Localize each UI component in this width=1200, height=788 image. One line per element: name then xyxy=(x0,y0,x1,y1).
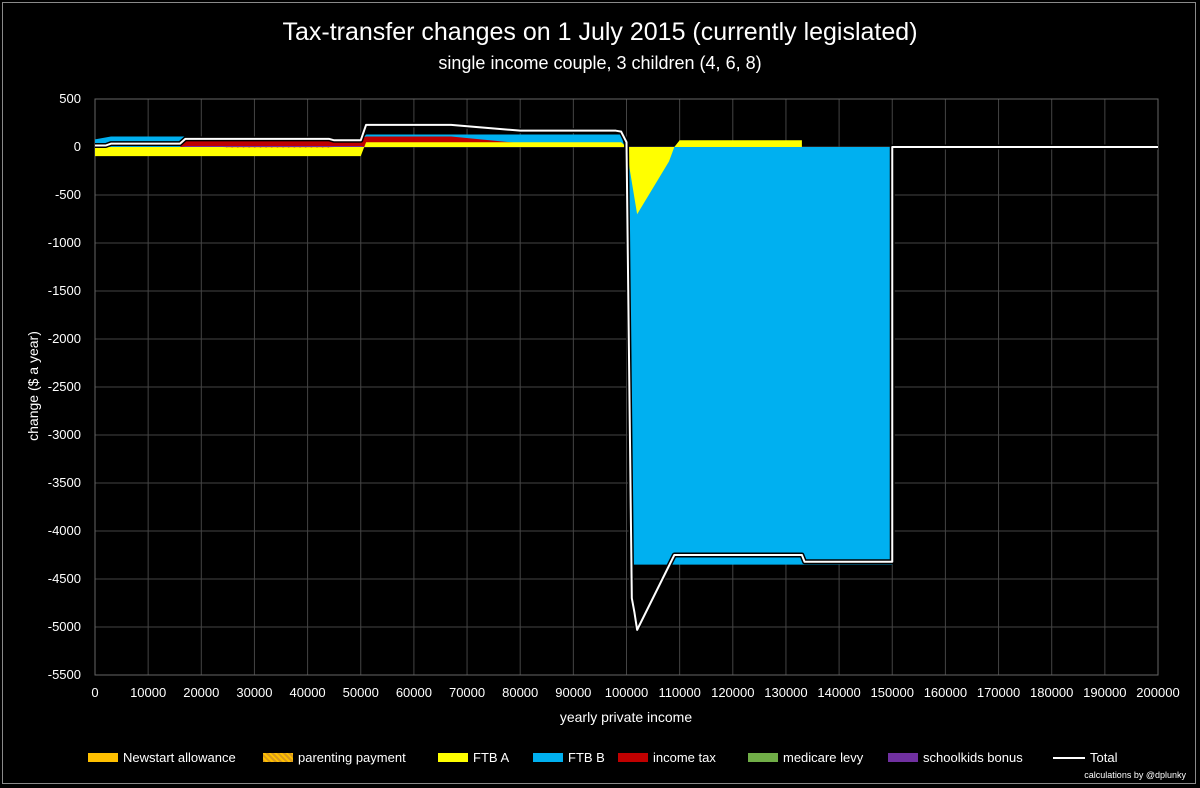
legend-item-ftb-a: FTB A xyxy=(438,750,509,765)
x-tick-label: 170000 xyxy=(977,685,1020,700)
x-tick-label: 30000 xyxy=(236,685,272,700)
area-schoolkids-bonus xyxy=(95,146,367,147)
x-tick-label: 50000 xyxy=(343,685,379,700)
x-tick-labels: 0 10000 20000 30000 40000 50000 60000 70000 8000… xyxy=(91,685,1179,700)
area-ftb-b xyxy=(95,134,893,565)
legend: Newstart allowance parenting payment FTB A… xyxy=(88,750,1188,770)
legend-label: income tax xyxy=(653,750,716,765)
x-tick-label: 40000 xyxy=(290,685,326,700)
legend-item-ftb-b: FTB B xyxy=(533,750,605,765)
legend-label: schoolkids bonus xyxy=(923,750,1023,765)
x-tick-label: 180000 xyxy=(1030,685,1073,700)
y-tick-label: -4000 xyxy=(48,523,81,538)
y-tick-label: -1000 xyxy=(48,235,81,250)
y-tick-label: -3500 xyxy=(48,475,81,490)
legend-swatch xyxy=(263,753,293,762)
legend-item-total: Total xyxy=(1053,750,1117,765)
legend-swatch xyxy=(748,753,778,762)
x-tick-label: 60000 xyxy=(396,685,432,700)
y-tick-label: -1500 xyxy=(48,283,81,298)
x-tick-label: 140000 xyxy=(817,685,860,700)
legend-swatch xyxy=(438,753,468,762)
legend-swatch xyxy=(888,753,918,762)
x-tick-label: 90000 xyxy=(555,685,591,700)
legend-item-medicare-levy: medicare levy xyxy=(748,750,863,765)
y-tick-label: 500 xyxy=(59,91,81,106)
y-tick-label: -3000 xyxy=(48,427,81,442)
x-tick-label: 160000 xyxy=(924,685,967,700)
x-tick-label: 10000 xyxy=(130,685,166,700)
legend-label: medicare levy xyxy=(783,750,864,765)
x-tick-label: 150000 xyxy=(871,685,914,700)
y-tick-label: -500 xyxy=(55,187,81,202)
chart-subtitle: single income couple, 3 children (4, 6, … xyxy=(438,53,762,73)
x-tick-label: 120000 xyxy=(711,685,754,700)
legend-item-newstart-allowance: Newstart allowance xyxy=(88,750,236,765)
legend-item-income-tax: income tax xyxy=(618,750,716,765)
x-tick-label: 0 xyxy=(91,685,98,700)
chart-title: Tax-transfer changes on 1 July 2015 (cur… xyxy=(282,18,918,46)
y-tick-label: -5000 xyxy=(48,619,81,634)
credit-text: calculations by @dplunky xyxy=(1084,770,1186,780)
x-tick-label: 130000 xyxy=(764,685,807,700)
legend-item-schoolkids-bonus: schoolkids bonus xyxy=(888,750,1023,765)
y-axis-label: change ($ a year) xyxy=(25,331,41,441)
area-parenting-payment xyxy=(222,147,335,148)
legend-swatch xyxy=(88,753,118,762)
plot-area xyxy=(94,98,1159,676)
legend-label: parenting payment xyxy=(298,750,406,765)
x-tick-label: 70000 xyxy=(449,685,485,700)
series-lines xyxy=(95,122,1158,633)
y-tick-label: -2000 xyxy=(48,331,81,346)
legend-label: FTB A xyxy=(473,750,510,765)
total-line xyxy=(95,123,1158,631)
x-tick-label: 110000 xyxy=(658,685,700,700)
legend-item-parenting-payment: parenting payment xyxy=(263,750,406,765)
legend-swatch xyxy=(533,753,563,762)
legend-label: Newstart allowance xyxy=(123,750,236,765)
area-ftb-a xyxy=(95,140,802,215)
y-tick-label: -2500 xyxy=(48,379,81,394)
x-axis-label: yearly private income xyxy=(560,709,692,725)
legend-swatch xyxy=(1053,756,1085,759)
x-tick-label: 190000 xyxy=(1083,685,1126,700)
y-tick-label: 0 xyxy=(74,139,81,154)
legend-swatch xyxy=(618,753,648,762)
x-tick-label: 100000 xyxy=(605,685,648,700)
y-tick-labels: 500 0 -500 -1000 -1500 -2000 -2500 -3000 -3500 -4… xyxy=(48,91,81,682)
x-tick-label: 80000 xyxy=(502,685,538,700)
legend-label: Total xyxy=(1090,750,1118,765)
legend-label: FTB B xyxy=(568,750,605,765)
x-tick-label: 20000 xyxy=(183,685,219,700)
x-tick-label: 200000 xyxy=(1136,685,1179,700)
y-tick-label: -5500 xyxy=(48,667,81,682)
y-tick-label: -4500 xyxy=(48,571,81,586)
